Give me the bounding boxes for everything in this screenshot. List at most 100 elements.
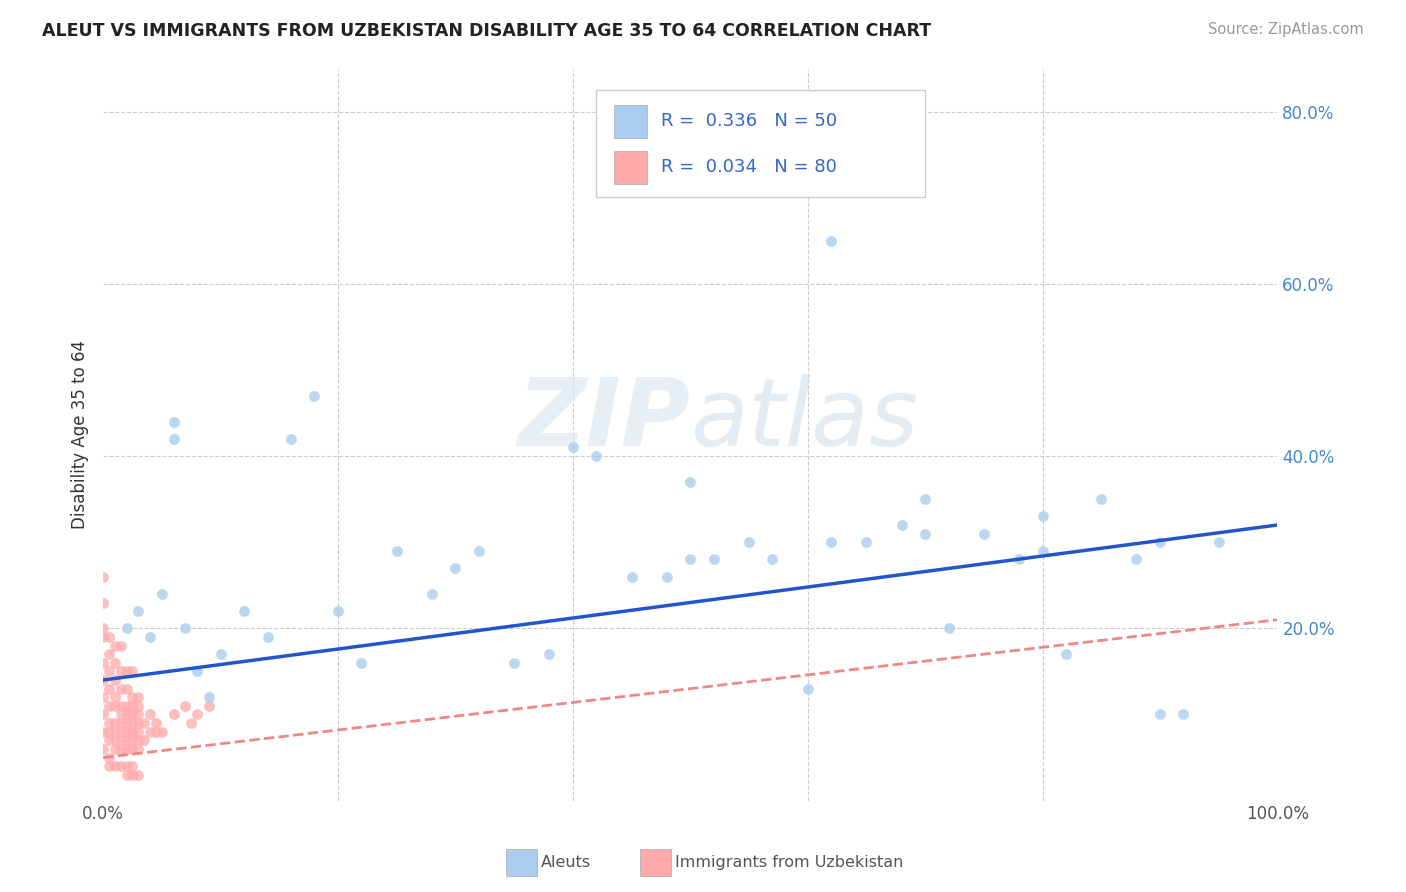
Point: [1208, 535, 1230, 549]
Point: [1173, 707, 1195, 722]
Point: [1031, 509, 1053, 524]
Point: [280, 432, 302, 446]
Point: [186, 665, 208, 679]
Point: [110, 707, 132, 722]
Point: [98, 750, 121, 764]
Point: [820, 234, 842, 248]
Point: [110, 716, 132, 731]
Point: [655, 570, 678, 584]
Point: [115, 759, 138, 773]
Point: [198, 690, 221, 705]
Point: [150, 587, 173, 601]
Point: [679, 552, 702, 566]
Point: [121, 716, 143, 731]
Point: [127, 768, 149, 782]
Point: [104, 690, 127, 705]
Point: [914, 492, 936, 507]
Point: [110, 742, 132, 756]
Point: [796, 681, 818, 696]
Point: [1149, 707, 1171, 722]
Point: [115, 707, 138, 722]
Point: [620, 570, 643, 584]
Text: atlas: atlas: [690, 375, 918, 466]
Point: [115, 733, 138, 747]
Point: [98, 716, 121, 731]
Point: [91, 595, 114, 609]
Point: [91, 621, 114, 635]
Point: [145, 716, 167, 731]
Point: [104, 716, 127, 731]
Point: [98, 759, 121, 773]
Point: [91, 742, 114, 756]
Point: [914, 526, 936, 541]
Point: [420, 587, 443, 601]
Point: [121, 665, 143, 679]
Point: [104, 733, 127, 747]
Point: [115, 768, 138, 782]
Point: [104, 639, 127, 653]
Point: [104, 656, 127, 670]
Point: [820, 535, 842, 549]
Point: [127, 604, 149, 618]
Point: [256, 630, 278, 644]
Point: [110, 724, 132, 739]
Point: [162, 707, 184, 722]
Bar: [614, 151, 647, 184]
Point: [468, 544, 491, 558]
Point: [761, 552, 783, 566]
Point: [180, 716, 202, 731]
Point: [585, 449, 607, 463]
Point: [174, 698, 197, 713]
Point: [855, 535, 877, 549]
Point: [139, 724, 162, 739]
Point: [444, 561, 467, 575]
Point: [110, 639, 132, 653]
Point: [503, 656, 526, 670]
Text: R =  0.336   N = 50: R = 0.336 N = 50: [661, 112, 837, 130]
Point: [127, 742, 149, 756]
Point: [115, 681, 138, 696]
Point: [98, 733, 121, 747]
Point: [98, 647, 121, 661]
Point: [110, 733, 132, 747]
Point: [738, 535, 761, 549]
Point: [121, 742, 143, 756]
Point: [703, 552, 725, 566]
Point: [162, 415, 184, 429]
Point: [145, 724, 167, 739]
Point: [134, 716, 156, 731]
Point: [127, 707, 149, 722]
Text: Source: ZipAtlas.com: Source: ZipAtlas.com: [1208, 22, 1364, 37]
Point: [110, 759, 132, 773]
Point: [121, 707, 143, 722]
Point: [1090, 492, 1112, 507]
Point: [115, 724, 138, 739]
Point: [104, 698, 127, 713]
Point: [115, 665, 138, 679]
Point: [121, 759, 143, 773]
Point: [98, 630, 121, 644]
Text: Immigrants from Uzbekistan: Immigrants from Uzbekistan: [675, 855, 903, 870]
Point: [127, 716, 149, 731]
Point: [121, 690, 143, 705]
Bar: [596, 90, 925, 196]
Point: [91, 724, 114, 739]
Point: [973, 526, 995, 541]
Text: ZIP: ZIP: [517, 374, 690, 466]
Point: [209, 647, 232, 661]
Point: [98, 665, 121, 679]
Point: [104, 742, 127, 756]
Point: [121, 724, 143, 739]
Bar: [614, 104, 647, 137]
Point: [304, 389, 326, 403]
Point: [561, 441, 583, 455]
Point: [110, 681, 132, 696]
Point: [104, 759, 127, 773]
Point: [127, 690, 149, 705]
Point: [1125, 552, 1147, 566]
Point: [91, 707, 114, 722]
Y-axis label: Disability Age 35 to 64: Disability Age 35 to 64: [72, 340, 89, 529]
Point: [98, 724, 121, 739]
Point: [127, 724, 149, 739]
Point: [890, 518, 912, 533]
